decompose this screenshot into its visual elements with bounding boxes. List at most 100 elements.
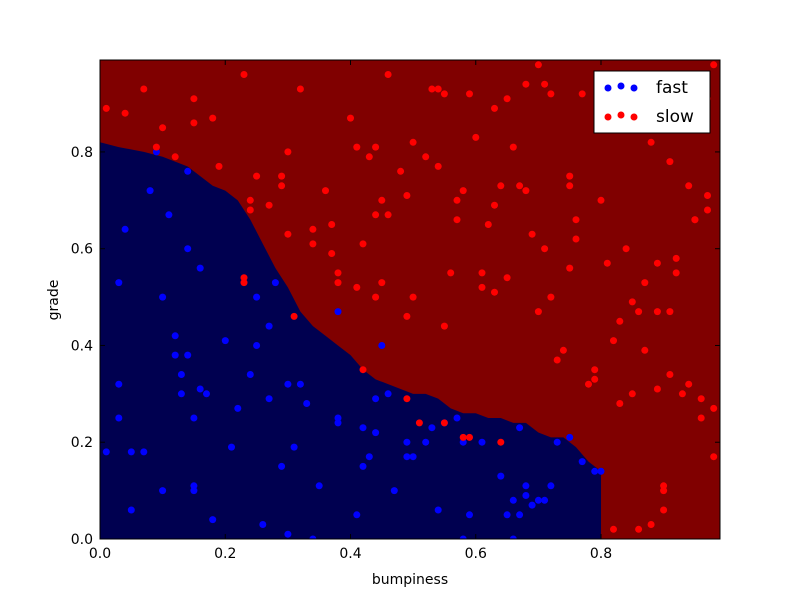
point-slow-109 [641, 346, 649, 354]
y-tick-label-0: 0.0 [71, 532, 93, 548]
point-slow-28 [334, 269, 342, 277]
point-fast-29 [234, 404, 242, 412]
point-fast-71 [509, 496, 517, 504]
y-axis-ticks: 0.0 0.2 0.4 0.6 0.8 [71, 145, 720, 548]
point-fast-83 [578, 458, 586, 466]
point-fast-30 [246, 371, 254, 378]
point-slow-86 [553, 356, 561, 364]
point-slow-93 [578, 90, 586, 98]
point-slow-42 [384, 211, 392, 219]
point-slow-46 [403, 395, 411, 403]
point-slow-45 [403, 192, 411, 199]
point-slow-20 [284, 230, 292, 238]
x-tick-label-0: 0.0 [89, 546, 111, 562]
point-slow-5 [171, 153, 179, 161]
point-slow-38 [372, 293, 380, 301]
y-tick-label-2: 0.4 [71, 338, 93, 354]
point-fast-34 [265, 322, 273, 330]
point-slow-121 [672, 269, 680, 277]
y-tick-label-4: 0.8 [71, 145, 93, 161]
point-fast-62 [434, 506, 442, 514]
point-slow-97 [597, 196, 605, 204]
plot-frame [99, 59, 721, 540]
point-slow-35 [365, 153, 373, 161]
point-slow-112 [653, 308, 661, 316]
legend-box [593, 70, 711, 134]
point-fast-51 [365, 453, 373, 461]
point-slow-13 [246, 196, 254, 204]
point-slow-91 [572, 216, 580, 224]
point-slow-64 [472, 133, 480, 141]
point-slow-127 [691, 216, 699, 224]
point-fast-22 [190, 487, 198, 495]
point-slow-1 [121, 109, 129, 117]
point-slow-27 [328, 250, 336, 257]
point-fast-74 [516, 511, 524, 519]
point-fast-79 [541, 496, 549, 504]
point-slow-88 [566, 264, 574, 272]
point-slow-134 [710, 404, 718, 412]
legend-label-slow: slow [656, 107, 694, 127]
point-slow-52 [434, 85, 442, 93]
point-slow-6 [190, 95, 198, 103]
point-slow-17 [278, 182, 286, 190]
point-slow-120 [666, 158, 674, 166]
point-fast-70 [503, 511, 511, 519]
point-slow-49 [415, 419, 423, 427]
x-tick-label-3: 0.6 [465, 546, 487, 562]
legend-entry-fast: fast [604, 78, 688, 98]
point-fast-26 [209, 516, 217, 524]
point-slow-29 [334, 279, 342, 287]
point-slow-65 [478, 269, 486, 277]
point-fast-44 [315, 482, 323, 490]
point-slow-81 [534, 61, 542, 69]
point-slow-31 [353, 283, 361, 291]
point-fast-85 [597, 467, 605, 475]
legend-label-fast: fast [656, 78, 688, 98]
x-axis-label: bumpiness [372, 572, 448, 588]
point-slow-57 [447, 269, 455, 277]
point-fast-78 [534, 496, 542, 504]
point-slow-40 [378, 196, 386, 204]
point-slow-50 [422, 153, 430, 161]
point-slow-71 [497, 182, 505, 190]
legend-marker-slow-1 [604, 113, 612, 121]
point-fast-57 [403, 453, 411, 461]
point-slow-107 [635, 525, 643, 533]
point-fast-0 [102, 448, 110, 456]
point-fast-4 [121, 225, 129, 233]
point-slow-89 [566, 172, 574, 180]
point-fast-84 [591, 467, 599, 475]
point-slow-123 [678, 390, 686, 398]
point-fast-60 [422, 438, 430, 446]
point-slow-92 [572, 235, 580, 243]
point-fast-21 [190, 482, 198, 490]
point-fast-55 [384, 390, 392, 398]
y-axis-label: grade [46, 280, 62, 321]
point-slow-98 [603, 259, 611, 267]
point-fast-42 [303, 400, 311, 407]
x-axis-ticks: 0.0 0.2 0.4 0.6 0.8 [89, 60, 612, 562]
point-fast-1 [115, 279, 123, 287]
point-fast-6 [127, 506, 135, 514]
point-slow-122 [672, 254, 680, 262]
point-fast-80 [547, 482, 555, 490]
point-slow-47 [409, 138, 417, 146]
fast-decision-region [100, 142, 602, 539]
point-fast-19 [184, 167, 192, 175]
point-fast-31 [253, 293, 261, 301]
point-fast-11 [159, 487, 167, 495]
point-fast-25 [203, 390, 210, 398]
point-slow-101 [616, 400, 624, 407]
point-slow-113 [653, 385, 661, 393]
point-fast-18 [184, 351, 192, 359]
point-slow-39 [378, 279, 386, 287]
point-fast-2 [115, 380, 123, 388]
legend-marker-slow-3 [630, 113, 638, 121]
point-fast-69 [497, 472, 505, 480]
plot-area [100, 60, 720, 539]
point-fast-81 [553, 438, 561, 446]
point-fast-40 [290, 443, 298, 451]
point-slow-2 [140, 85, 148, 93]
point-slow-61 [459, 433, 467, 441]
